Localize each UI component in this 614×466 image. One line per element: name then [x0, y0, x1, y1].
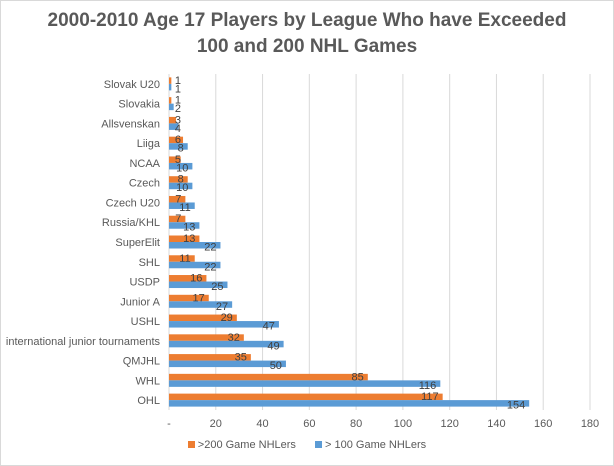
bar-200-games — [169, 354, 251, 361]
bar-100-games — [169, 400, 530, 407]
data-label: 22 — [204, 261, 216, 273]
title-line-2: 100 and 200 NHL Games — [196, 36, 418, 57]
data-label: 11 — [179, 202, 190, 214]
bar-100-games — [169, 380, 441, 387]
bar-200-games — [169, 195, 186, 203]
bar-200-games — [169, 136, 184, 144]
x-tick-label: 60 — [303, 418, 315, 430]
bar-200-games — [169, 176, 188, 183]
bar-100-games — [169, 242, 221, 249]
category-label: QMJHL — [123, 356, 160, 368]
data-label: 7 — [175, 193, 181, 205]
bar-100-games — [169, 83, 172, 91]
legend: >200 Game NHLers > 100 Game NHLers — [0, 439, 614, 451]
data-label: 1 — [175, 83, 181, 95]
legend-label: >200 Game NHLers — [197, 439, 296, 451]
title-line-1: 2000-2010 Age 17 Players by League Who h… — [47, 10, 567, 31]
data-label: 49 — [267, 340, 279, 352]
data-label: 22 — [204, 242, 216, 254]
bar-200-games — [169, 334, 244, 341]
data-label: 154 — [507, 400, 525, 412]
x-tick-label: 180 — [581, 418, 599, 430]
bar-200-games — [169, 294, 209, 302]
bar-100-games — [169, 360, 286, 368]
category-label: WHL — [136, 375, 160, 387]
bar-100-games — [169, 162, 193, 170]
category-label: Czech — [129, 178, 160, 190]
bar-200-games — [169, 373, 368, 381]
legend-swatch-orange — [187, 441, 195, 448]
category-label: NCAA — [129, 158, 160, 170]
data-label: 47 — [263, 321, 275, 333]
data-label: 50 — [270, 360, 282, 372]
bar-200-games — [169, 235, 200, 242]
legend-label: > 100 Game NHLers — [325, 439, 427, 451]
category-label: Liiga — [137, 138, 161, 150]
x-tick-label: 100 — [394, 418, 412, 430]
data-label: 7 — [175, 213, 181, 225]
legend-item-100: > 100 Game NHLers — [315, 439, 426, 451]
x-tick-label: 40 — [256, 418, 268, 430]
data-label: 27 — [216, 301, 228, 313]
bar-100-games — [169, 222, 200, 229]
bar-200-games — [169, 255, 195, 262]
data-label: 8 — [178, 174, 184, 186]
data-label: 1 — [175, 95, 181, 107]
category-label: USHL — [131, 316, 160, 328]
bar-200-games — [169, 77, 172, 84]
x-tick-label: 140 — [487, 418, 505, 430]
category-label: Allsvenskan — [101, 118, 160, 130]
x-tick-label: - — [167, 418, 171, 430]
data-label: 8 — [178, 143, 184, 155]
data-label: 13 — [183, 222, 195, 234]
data-label: 3 — [175, 114, 181, 126]
x-tick-label: 80 — [350, 418, 362, 430]
bar-100-games — [169, 182, 193, 190]
bar-200-games — [169, 275, 207, 282]
bar-100-games — [169, 103, 174, 111]
bar-100-games — [169, 340, 284, 348]
data-label: 11 — [179, 253, 190, 265]
bar-200-games — [169, 215, 186, 223]
category-label: Slovakia — [118, 99, 160, 111]
data-label: 5 — [175, 154, 181, 166]
bar-200-games — [169, 393, 443, 401]
bar-200-games — [169, 156, 181, 163]
category-label: Russia/KHL — [102, 217, 160, 229]
bar-100-games — [169, 143, 188, 150]
category-label: USDP — [129, 277, 160, 289]
bar-100-games — [169, 301, 233, 308]
legend-swatch-blue — [315, 441, 322, 448]
bar-100-games — [169, 123, 179, 130]
data-label: 116 — [419, 380, 437, 392]
category-label: SuperElit — [115, 237, 160, 249]
category-label: Slovak U20 — [104, 79, 160, 91]
chart-title: 2000-2010 Age 17 Players by League Who h… — [0, 8, 614, 60]
bar-100-games — [169, 281, 228, 289]
data-label: 2 — [175, 103, 181, 115]
legend-item-200: >200 Game NHLers — [187, 439, 296, 451]
bar-100-games — [169, 321, 279, 328]
x-tick-label: 20 — [210, 418, 222, 430]
bar-100-games — [169, 202, 195, 209]
category-label: SHL — [139, 257, 160, 269]
data-label: 6 — [175, 134, 181, 146]
x-tick-label: 160 — [534, 418, 552, 430]
data-label: 25 — [211, 281, 223, 293]
data-label: 10 — [176, 162, 188, 174]
data-label: 1 — [175, 75, 181, 87]
category-label: Junior A — [120, 296, 160, 308]
data-label: 10 — [176, 182, 188, 194]
bar-100-games — [169, 261, 221, 269]
category-label: international junior tournaments — [6, 336, 161, 348]
category-label: OHL — [137, 395, 160, 407]
bar-200-games — [169, 314, 237, 322]
data-label: 4 — [175, 123, 181, 135]
bar-200-games — [169, 97, 172, 104]
bar-200-games — [169, 116, 177, 124]
category-label: Czech U20 — [106, 197, 160, 209]
x-tick-label: 120 — [440, 418, 458, 430]
